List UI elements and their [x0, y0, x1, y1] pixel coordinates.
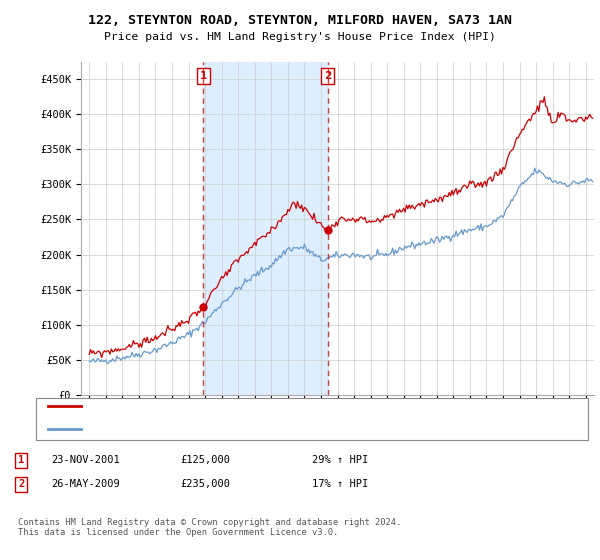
Text: 23-NOV-2001: 23-NOV-2001 — [51, 455, 120, 465]
Text: 1: 1 — [200, 71, 207, 81]
Text: 122, STEYNTON ROAD, STEYNTON, MILFORD HAVEN, SA73 1AN (detached house): 122, STEYNTON ROAD, STEYNTON, MILFORD HA… — [87, 402, 507, 411]
Text: £125,000: £125,000 — [180, 455, 230, 465]
Text: Contains HM Land Registry data © Crown copyright and database right 2024.
This d: Contains HM Land Registry data © Crown c… — [18, 518, 401, 538]
Text: 26-MAY-2009: 26-MAY-2009 — [51, 479, 120, 489]
Text: 2: 2 — [18, 479, 24, 489]
Text: 17% ↑ HPI: 17% ↑ HPI — [312, 479, 368, 489]
Text: Price paid vs. HM Land Registry's House Price Index (HPI): Price paid vs. HM Land Registry's House … — [104, 32, 496, 43]
Text: 2: 2 — [324, 71, 331, 81]
Text: 122, STEYNTON ROAD, STEYNTON, MILFORD HAVEN, SA73 1AN: 122, STEYNTON ROAD, STEYNTON, MILFORD HA… — [88, 14, 512, 27]
Text: 29% ↑ HPI: 29% ↑ HPI — [312, 455, 368, 465]
Text: £235,000: £235,000 — [180, 479, 230, 489]
Text: HPI: Average price, detached house, Pembrokeshire: HPI: Average price, detached house, Pemb… — [87, 424, 381, 433]
Bar — [203, 62, 328, 395]
Text: 1: 1 — [18, 455, 24, 465]
